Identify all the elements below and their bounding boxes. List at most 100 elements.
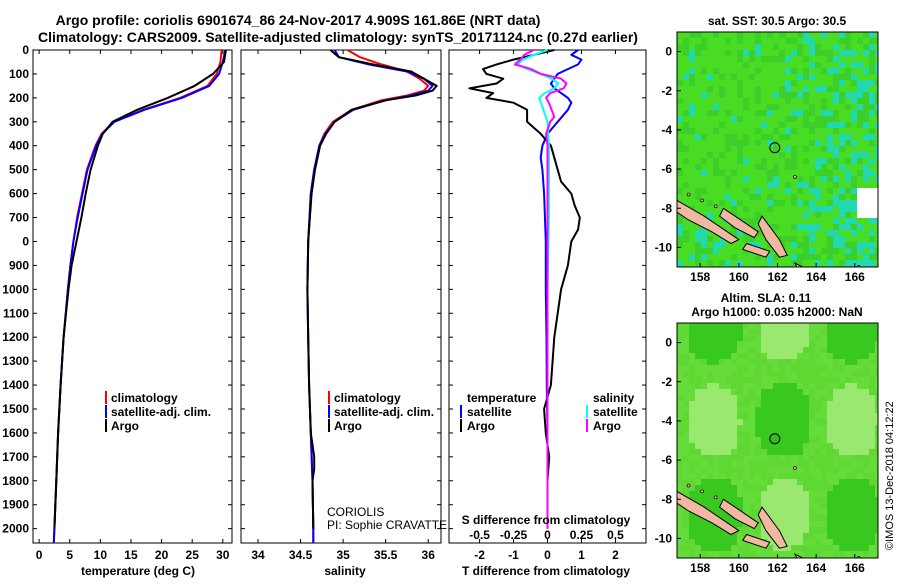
map-cell bbox=[779, 182, 785, 188]
map-cell bbox=[761, 329, 767, 335]
map-cell bbox=[815, 158, 821, 164]
map-cell bbox=[797, 341, 803, 347]
map-cell bbox=[869, 335, 875, 341]
map-cell bbox=[857, 509, 863, 515]
map-cell bbox=[821, 323, 827, 329]
map-cell bbox=[797, 86, 803, 92]
map-cell bbox=[821, 56, 827, 62]
map-cell bbox=[845, 200, 851, 206]
map-cell bbox=[755, 467, 761, 473]
figure-title-line2: Climatology: CARS2009. Satellite-adjuste… bbox=[38, 29, 638, 45]
map-cell bbox=[731, 437, 737, 443]
map-cell bbox=[851, 50, 857, 56]
map-cell bbox=[809, 533, 815, 539]
map-cell bbox=[815, 170, 821, 176]
map-cell bbox=[743, 347, 749, 353]
map-cell bbox=[743, 413, 749, 419]
map-cell bbox=[683, 86, 689, 92]
map-cell bbox=[755, 533, 761, 539]
map-cell bbox=[743, 437, 749, 443]
map-cell bbox=[755, 521, 761, 527]
map-cell bbox=[701, 140, 707, 146]
map-cell bbox=[683, 74, 689, 80]
map-cell bbox=[809, 371, 815, 377]
map-cell bbox=[749, 176, 755, 182]
map-cell bbox=[701, 128, 707, 134]
map-cell bbox=[779, 98, 785, 104]
map-cell bbox=[785, 323, 791, 329]
map-cell bbox=[677, 509, 683, 515]
map-cell bbox=[737, 473, 743, 479]
map-cell bbox=[701, 527, 707, 533]
map-cell bbox=[731, 254, 737, 260]
map-cell bbox=[839, 449, 845, 455]
map-cell bbox=[683, 407, 689, 413]
map-cell bbox=[749, 164, 755, 170]
map-cell bbox=[821, 509, 827, 515]
map-cell bbox=[761, 383, 767, 389]
map-cell bbox=[803, 206, 809, 212]
map-cell bbox=[707, 170, 713, 176]
map-cell bbox=[695, 134, 701, 140]
map-cell bbox=[875, 206, 878, 212]
island-dot bbox=[700, 489, 704, 494]
map-cell bbox=[755, 407, 761, 413]
map-cell bbox=[845, 158, 851, 164]
map-cell bbox=[821, 335, 827, 341]
map-cell bbox=[863, 200, 869, 206]
map-cell bbox=[833, 341, 839, 347]
map-cell bbox=[689, 92, 695, 98]
legend-s-argo: Argo bbox=[593, 419, 621, 433]
map-cell bbox=[803, 32, 809, 38]
map-cell bbox=[851, 164, 857, 170]
map-cell bbox=[737, 254, 743, 260]
map-cell bbox=[857, 170, 863, 176]
map-cell bbox=[779, 455, 785, 461]
map-cell bbox=[713, 56, 719, 62]
map-cell bbox=[737, 92, 743, 98]
map-cell bbox=[779, 104, 785, 110]
map-cell bbox=[689, 224, 695, 230]
map-cell bbox=[833, 335, 839, 341]
map-cell bbox=[851, 212, 857, 218]
map-cell bbox=[767, 134, 773, 140]
map-cell bbox=[809, 335, 815, 341]
map-cell bbox=[857, 377, 863, 383]
map-cell bbox=[845, 335, 851, 341]
map-cell bbox=[683, 236, 689, 242]
map-cell bbox=[707, 74, 713, 80]
map-cell bbox=[851, 152, 857, 158]
depth-tick-label: 300 bbox=[9, 115, 29, 129]
map-cell bbox=[683, 194, 689, 200]
map-cell bbox=[785, 146, 791, 152]
map-cell bbox=[689, 176, 695, 182]
map-cell bbox=[695, 431, 701, 437]
map-cell bbox=[863, 212, 869, 218]
map-cell bbox=[875, 80, 878, 86]
map-cell bbox=[761, 341, 767, 347]
map-cell bbox=[701, 194, 707, 200]
map-cell bbox=[779, 323, 785, 329]
map-cell bbox=[845, 56, 851, 62]
map-cell bbox=[755, 44, 761, 50]
map-cell bbox=[755, 497, 761, 503]
map-cell bbox=[803, 230, 809, 236]
map-cell bbox=[809, 527, 815, 533]
map-cell bbox=[845, 341, 851, 347]
map-cell bbox=[743, 461, 749, 467]
map-cell bbox=[701, 122, 707, 128]
map-cell bbox=[791, 158, 797, 164]
map-cell bbox=[845, 401, 851, 407]
map-cell bbox=[869, 248, 875, 254]
map-cell bbox=[731, 134, 737, 140]
map-cell bbox=[827, 347, 833, 353]
map-cell bbox=[821, 389, 827, 395]
map-cell bbox=[761, 44, 767, 50]
map-cell bbox=[695, 365, 701, 371]
map-cell bbox=[761, 242, 767, 248]
map-cell bbox=[677, 383, 683, 389]
map-cell bbox=[815, 377, 821, 383]
map-cell bbox=[737, 74, 743, 80]
map-cell bbox=[851, 200, 857, 206]
map-cell bbox=[869, 218, 875, 224]
